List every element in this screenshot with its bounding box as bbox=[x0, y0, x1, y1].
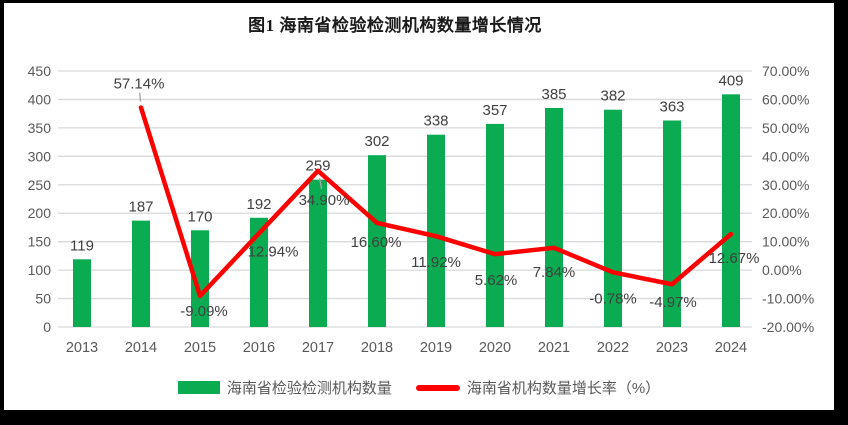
bar bbox=[486, 123, 504, 327]
legend-label-bars: 海南省检验检测机构数量 bbox=[226, 380, 392, 397]
y-axis-tick-right: -10.00% bbox=[762, 291, 814, 307]
bar-value-label: 382 bbox=[600, 88, 625, 105]
line-series-swatch bbox=[415, 384, 460, 391]
y-axis-tick-left: 50 bbox=[35, 291, 51, 307]
line-value-label: 5.62% bbox=[475, 272, 518, 289]
x-axis-label: 2020 bbox=[479, 340, 511, 356]
legend-item-line: 海南省机构数量增长率（%） bbox=[415, 377, 661, 398]
x-axis-label: 2017 bbox=[302, 340, 334, 356]
bar bbox=[132, 220, 150, 327]
label-leader-line bbox=[318, 177, 323, 189]
x-axis-label: 2023 bbox=[656, 340, 688, 356]
y-axis-tick-right: 30.00% bbox=[762, 177, 809, 193]
bar-value-label: 409 bbox=[718, 72, 743, 89]
y-axis-tick-right: -20.00% bbox=[762, 319, 814, 335]
line-value-label: -4.97% bbox=[649, 294, 697, 311]
y-axis-tick-right: 20.00% bbox=[762, 205, 809, 221]
y-axis-tick-right: 40.00% bbox=[762, 148, 809, 164]
y-axis-tick-left: 250 bbox=[28, 177, 52, 193]
y-axis-tick-right: 60.00% bbox=[762, 91, 809, 107]
chart-surface: 图1 海南省检验检测机构数量增长情况 0 -20.00% 50 -10.00% 100 0… bbox=[4, 3, 834, 410]
bar-value-label: 357 bbox=[482, 102, 507, 119]
y-axis-tick-left: 450 bbox=[28, 63, 52, 79]
bar bbox=[73, 259, 91, 327]
y-axis-tick-left: 350 bbox=[28, 120, 52, 136]
line-value-label: 16.60% bbox=[351, 234, 402, 251]
growth-line bbox=[138, 105, 734, 299]
y-axis-tick-right: 50.00% bbox=[762, 120, 809, 136]
y-axis-tick-left: 150 bbox=[28, 234, 52, 250]
bar bbox=[368, 155, 386, 327]
y-axis-tick-left: 100 bbox=[28, 262, 52, 278]
line-value-label: 12.67% bbox=[709, 250, 760, 267]
combo-chart: 0 -20.00% 50 -10.00% 100 0.00% 150 10.00% 200 20.… bbox=[28, 63, 815, 356]
x-axis-label: 2016 bbox=[243, 340, 275, 356]
line-value-label: 11.92% bbox=[411, 254, 461, 271]
line-value-label: 12.94% bbox=[248, 243, 299, 260]
bar-value-label: 187 bbox=[128, 199, 153, 216]
x-axis-label: 2019 bbox=[420, 340, 452, 356]
bar bbox=[722, 94, 740, 327]
line-value-label: 7.84% bbox=[533, 264, 576, 281]
y-axis-tick-right: 0.00% bbox=[762, 262, 802, 278]
bar-value-label: 338 bbox=[423, 113, 448, 130]
bar bbox=[427, 134, 445, 327]
x-axis-label: 2014 bbox=[125, 340, 157, 356]
x-axis-label: 2015 bbox=[184, 340, 216, 356]
bar bbox=[250, 217, 268, 327]
x-axis-label: 2024 bbox=[715, 340, 747, 356]
line-value-label: 34.90% bbox=[299, 192, 350, 209]
chart-title: 图1 海南省检验检测机构数量增长情况 bbox=[248, 16, 542, 35]
bar bbox=[309, 179, 327, 327]
bar-value-label: 385 bbox=[541, 86, 566, 103]
line-value-label: 57.14% bbox=[114, 76, 165, 93]
y-axis-tick-right: 70.00% bbox=[762, 63, 809, 79]
y-axis-tick-left: 0 bbox=[43, 319, 51, 335]
bar-value-label: 192 bbox=[246, 196, 271, 213]
line-value-label: -9.09% bbox=[180, 303, 228, 320]
bar-value-label: 119 bbox=[70, 237, 94, 254]
y-axis-tick-left: 300 bbox=[28, 148, 52, 164]
y-axis-tick-left: 400 bbox=[28, 91, 52, 107]
bar bbox=[663, 120, 681, 327]
line-value-label: -0.78% bbox=[589, 290, 637, 307]
bar-value-label: 259 bbox=[305, 158, 330, 175]
bar-value-label: 302 bbox=[364, 133, 389, 150]
bar bbox=[545, 107, 563, 327]
x-axis-label: 2018 bbox=[361, 340, 393, 356]
y-axis-tick-right: 10.00% bbox=[762, 234, 809, 250]
x-axis-label: 2021 bbox=[538, 340, 570, 356]
label-background bbox=[109, 73, 169, 93]
chart-legend: 海南省检验检测机构数量 海南省机构数量增长率（%） bbox=[4, 377, 834, 398]
bar-value-label: 170 bbox=[187, 208, 212, 225]
bar-series-swatch bbox=[177, 381, 220, 394]
x-axis-label: 2013 bbox=[66, 340, 98, 356]
y-axis-tick-left: 200 bbox=[28, 205, 52, 221]
x-axis-label: 2022 bbox=[597, 340, 629, 356]
label-leader-line bbox=[139, 92, 142, 102]
bar-value-label: 363 bbox=[659, 98, 684, 115]
legend-item-bars: 海南省检验检测机构数量 bbox=[177, 377, 392, 398]
legend-label-line: 海南省机构数量增长率（%） bbox=[466, 380, 661, 397]
bar bbox=[191, 230, 209, 327]
